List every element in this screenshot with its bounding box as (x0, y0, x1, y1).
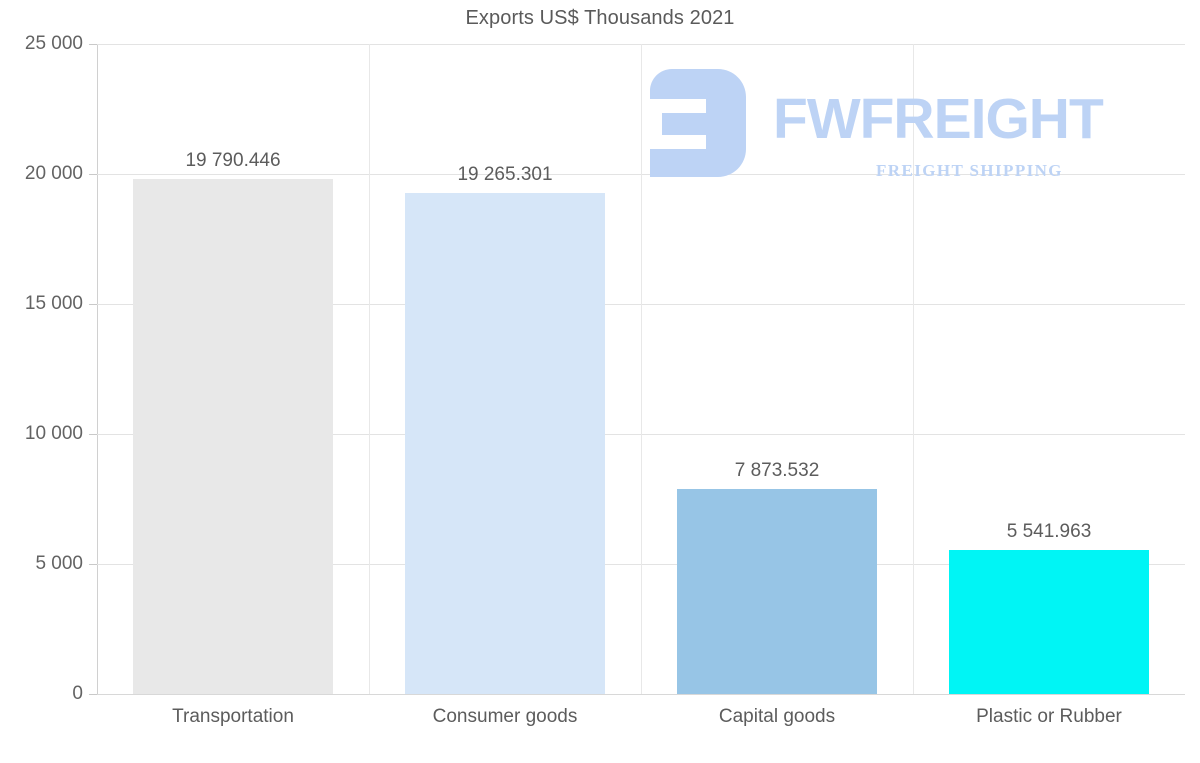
y-axis-label: 15 000 (24, 293, 83, 314)
x-axis-label-plastic-or-rubber: Plastic or Rubber (976, 706, 1122, 727)
y-axis-line (97, 44, 98, 695)
bar-value-label: 19 790.446 (185, 150, 281, 172)
gridline-category-3 (913, 44, 914, 694)
y-tick-mark-15000 (89, 304, 97, 305)
x-axis-label-consumer-goods: Consumer goods (432, 706, 578, 727)
gridline-y-0 (97, 694, 1185, 695)
y-axis-label: 5 000 (35, 553, 83, 574)
bar-capital-goods[interactable] (677, 489, 877, 694)
y-axis-label: 20 000 (24, 163, 83, 184)
x-axis-label-capital-goods: Capital goods (718, 706, 836, 727)
bar-consumer-goods[interactable] (405, 193, 605, 694)
bar-plastic-or-rubber[interactable] (949, 549, 1149, 694)
chart-title: Exports US$ Thousands 2021 (465, 7, 735, 29)
x-axis-label-transportation: Transportation (172, 706, 294, 727)
gridline-category-1 (369, 44, 370, 694)
y-axis-label: 0 (72, 683, 83, 704)
bar-transportation[interactable] (133, 179, 333, 694)
gridline-category-2 (641, 44, 642, 694)
bar-value-label: 5 541.963 (1006, 520, 1092, 542)
y-axis-label: 25 000 (24, 33, 83, 54)
y-tick-mark-10000 (89, 434, 97, 435)
bar-value-label: 19 265.301 (457, 164, 553, 186)
y-tick-mark-5000 (89, 564, 97, 565)
plot-area (97, 44, 1185, 695)
y-tick-mark-0 (89, 694, 97, 695)
y-axis-label: 10 000 (24, 423, 83, 444)
bar-value-label: 7 873.532 (734, 460, 820, 482)
y-tick-mark-20000 (89, 174, 97, 175)
y-tick-mark-25000 (89, 44, 97, 45)
